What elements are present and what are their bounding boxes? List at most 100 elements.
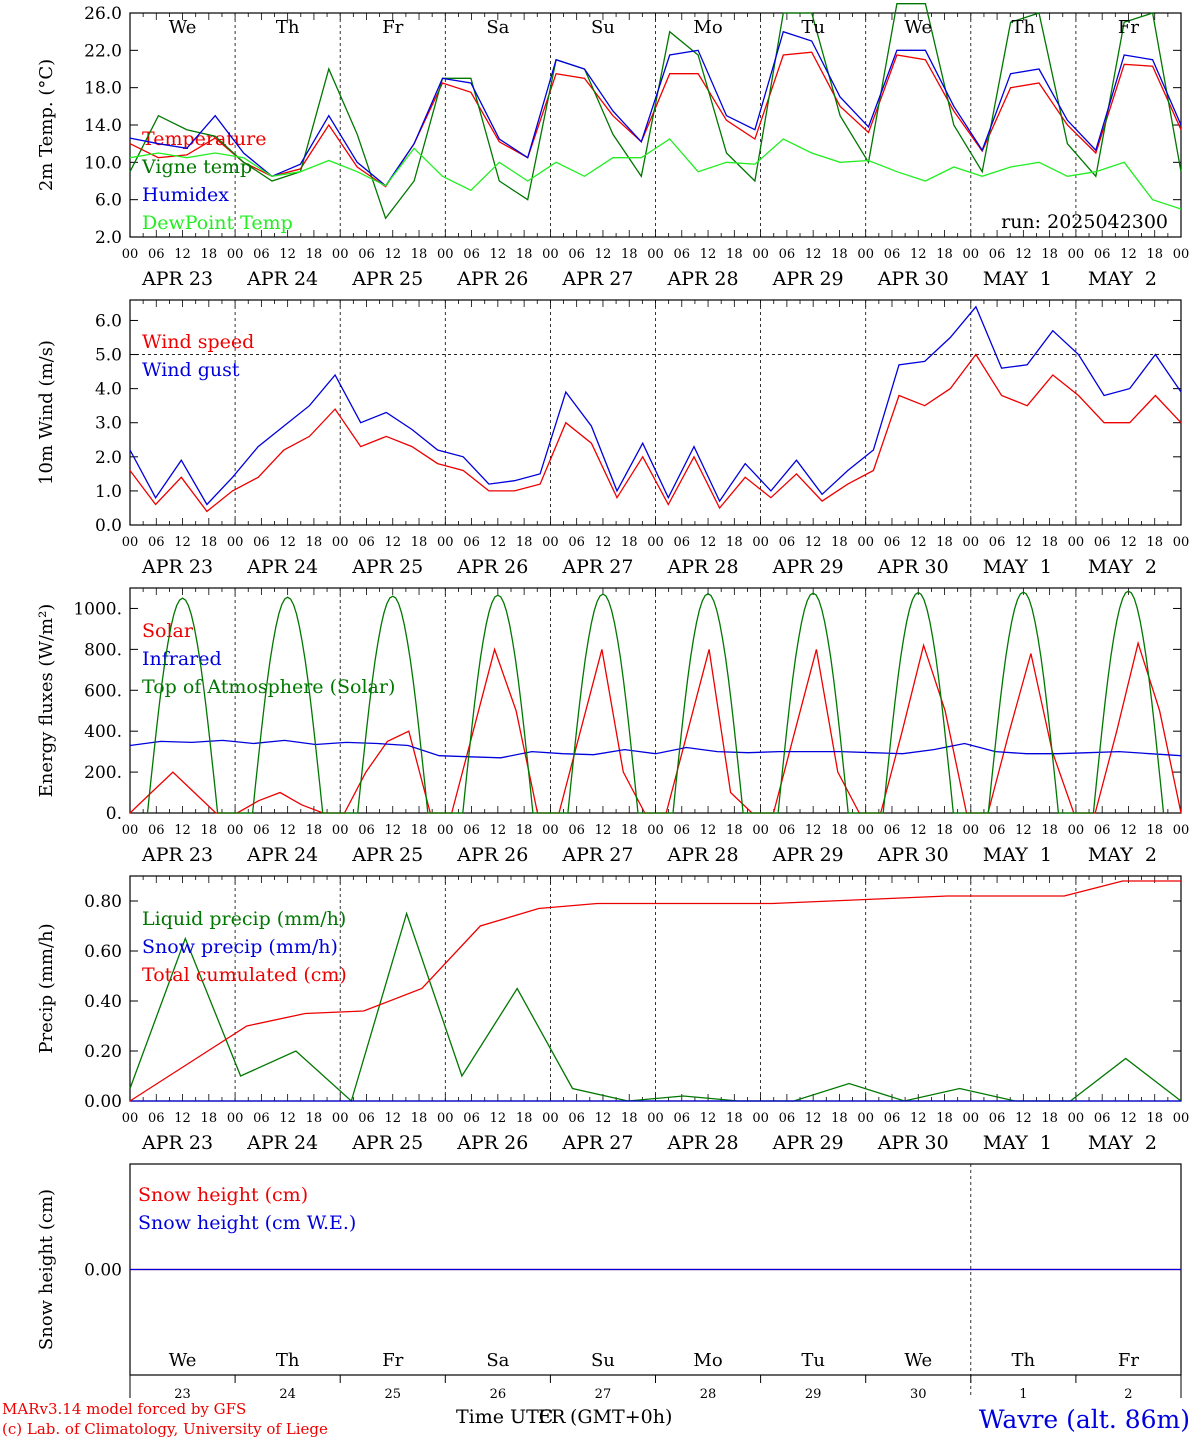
hour-tick-label: 18 (306, 247, 323, 262)
hour-tick-label: 18 (726, 823, 743, 838)
hour-tick-label: 00 (437, 1111, 454, 1126)
y-axis-label: Snow height (cm) (36, 1189, 57, 1350)
hour-tick-label: 12 (700, 1111, 717, 1126)
hour-tick-label: 18 (936, 1111, 953, 1126)
hour-tick-label: 06 (884, 823, 901, 838)
plot-frame (129, 299, 1182, 526)
weekday-label: Th (1012, 1350, 1036, 1371)
series-line-temperature (129, 51, 1182, 188)
date-label: APR 30 (877, 268, 949, 290)
hour-tick-label: 12 (279, 823, 296, 838)
hour-tick-label: 18 (621, 823, 638, 838)
hour-tick-label: 12 (174, 247, 191, 262)
hour-tick-label: 06 (358, 247, 375, 262)
y-tick-label: 22.0 (84, 41, 122, 61)
hour-tick-label: 00 (122, 247, 139, 262)
hour-tick-label: 06 (779, 535, 796, 550)
hour-tick-label: 12 (174, 823, 191, 838)
y-tick-label: 400. (84, 722, 122, 742)
hour-tick-label: 12 (1015, 1111, 1032, 1126)
weekday-label: Fr (382, 1350, 403, 1371)
weekday-label: Th (276, 17, 300, 38)
hour-tick-label: 12 (595, 1111, 612, 1126)
hour-tick-label: 06 (358, 1111, 375, 1126)
hour-tick-label: 18 (201, 535, 218, 550)
hour-tick-label: 12 (595, 247, 612, 262)
y-tick-label: 0.60 (84, 942, 122, 962)
hour-tick-label: 06 (779, 1111, 796, 1126)
day-number-label: 27 (595, 1387, 612, 1402)
hour-tick-label: 06 (1094, 535, 1111, 550)
y-tick-label: 1000. (73, 599, 122, 619)
hour-tick-label: 12 (384, 1111, 401, 1126)
y-tick-label: 6.0 (95, 191, 122, 211)
date-label: APR 26 (456, 1132, 528, 1154)
hour-tick-label: 12 (700, 247, 717, 262)
hour-tick-label: 00 (647, 535, 664, 550)
hour-tick-label: 06 (148, 247, 165, 262)
legend-entry: Wind gust (142, 359, 240, 381)
date-label: APR 28 (667, 1132, 739, 1154)
hour-tick-label: 00 (1068, 247, 1085, 262)
hour-tick-label: 12 (1120, 1111, 1137, 1126)
hour-tick-label: 06 (253, 1111, 270, 1126)
hour-tick-label: 06 (884, 247, 901, 262)
hour-tick-label: 18 (831, 535, 848, 550)
y-tick-label: 26.0 (84, 4, 122, 24)
date-label: APR 30 (877, 1132, 949, 1154)
day-number-label: 28 (700, 1387, 717, 1402)
date-label: APR 27 (561, 268, 633, 290)
hour-tick-label: 00 (542, 1111, 559, 1126)
hour-tick-label: 06 (148, 535, 165, 550)
legend-entry: Liquid precip (mm/h) (142, 908, 346, 930)
hour-tick-label: 06 (1094, 247, 1111, 262)
series-line-wind-speed (129, 353, 1182, 513)
hour-tick-label: 12 (1015, 247, 1032, 262)
hour-tick-label: 12 (490, 247, 507, 262)
day-number-label: 29 (805, 1387, 822, 1402)
y-tick-label: 3.0 (95, 414, 122, 434)
y-tick-label: 0.40 (84, 992, 122, 1012)
y-tick-label: 200. (84, 763, 122, 783)
hour-tick-label: 12 (595, 823, 612, 838)
hour-tick-label: 06 (463, 823, 480, 838)
hour-tick-label: 06 (674, 823, 691, 838)
hour-tick-label: 12 (1120, 247, 1137, 262)
legend-entry: Vigne temp (141, 156, 252, 178)
hour-tick-label: 18 (516, 823, 533, 838)
x-axis-label: Time UTC (456, 1406, 553, 1428)
hour-tick-label: 12 (490, 823, 507, 838)
hour-tick-label: 06 (674, 1111, 691, 1126)
legend-entry: Snow height (cm W.E.) (138, 1212, 356, 1234)
date-label: APR 26 (456, 844, 528, 866)
hour-tick-label: 18 (1146, 1111, 1163, 1126)
hour-tick-label: 06 (463, 247, 480, 262)
hour-tick-label: 00 (332, 1111, 349, 1126)
weekday-label: Tu (801, 17, 825, 38)
weekday-label: Mo (693, 1350, 722, 1371)
hour-tick-label: 12 (805, 823, 822, 838)
hour-tick-label: 00 (437, 535, 454, 550)
weekday-label: Fr (382, 17, 403, 38)
hour-tick-label: 12 (805, 535, 822, 550)
hour-tick-label: 18 (516, 1111, 533, 1126)
weekday-label: We (904, 1350, 932, 1371)
legend-entry: DewPoint Temp (142, 212, 293, 234)
hour-tick-label: 12 (595, 535, 612, 550)
weekday-label: We (169, 1350, 197, 1371)
date-label: APR 25 (351, 268, 423, 290)
hour-tick-label: 00 (857, 1111, 874, 1126)
hour-tick-label: 00 (1173, 535, 1190, 550)
hour-tick-label: 12 (910, 823, 927, 838)
y-tick-label: 6.0 (95, 311, 122, 331)
y-tick-label: 14.0 (84, 116, 122, 136)
hour-tick-label: 00 (963, 247, 980, 262)
station-label: Wavre (alt. 86m) (979, 1405, 1190, 1434)
hour-tick-label: 00 (1068, 823, 1085, 838)
hour-tick-label: 06 (148, 1111, 165, 1126)
hour-tick-label: 12 (805, 1111, 822, 1126)
weekday-label: Tu (801, 1350, 825, 1371)
y-tick-label: 0. (106, 804, 122, 824)
series-line-wind-gust (129, 305, 1182, 506)
